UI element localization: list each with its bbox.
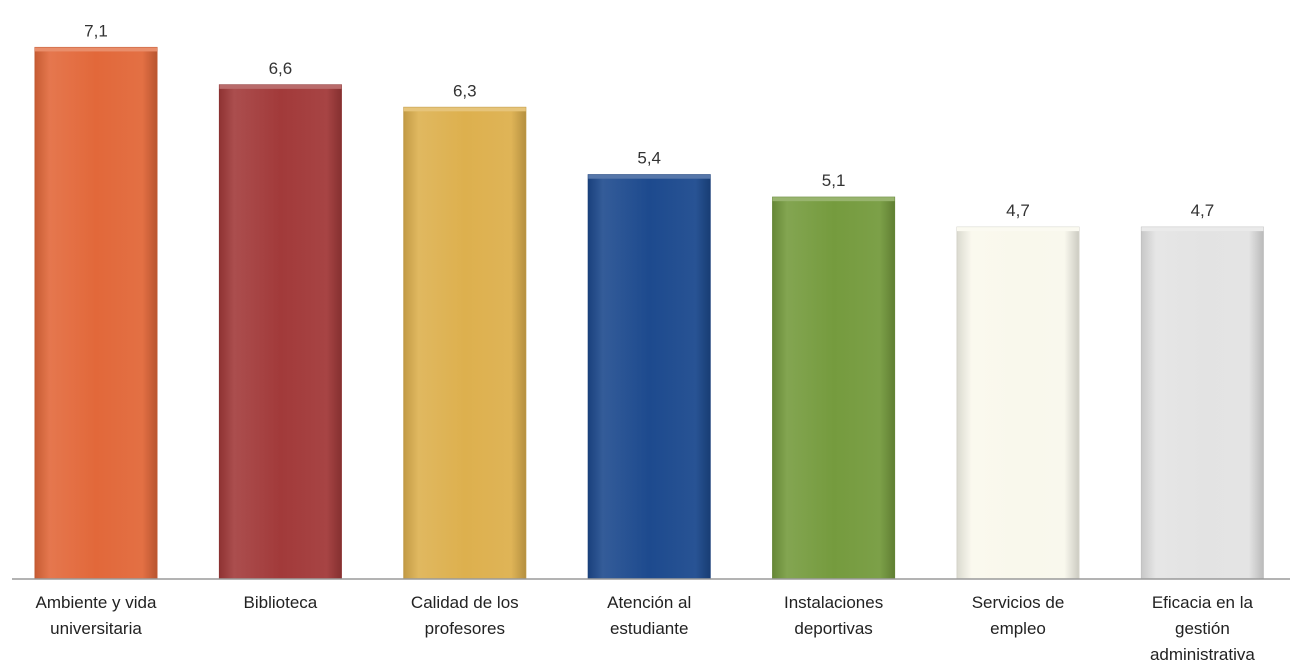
bar-6 [956, 226, 1080, 580]
bar-cap-5 [772, 197, 895, 202]
bar-cap-3 [403, 107, 526, 112]
bars-layer [34, 46, 1264, 580]
category-label-7: Eficacia en la gestión administrativa [1150, 593, 1255, 664]
bar-2 [218, 84, 342, 580]
category-label-3: Calidad de los profesores [411, 593, 519, 638]
category-label-6: Servicios de empleo [972, 593, 1065, 638]
bar-cap-6 [957, 227, 1079, 232]
bar-3 [403, 106, 527, 580]
category-label-2: Biblioteca [244, 593, 318, 612]
value-label-7: 4,7 [1191, 201, 1215, 220]
bar-cap-1 [35, 47, 157, 52]
bar-cap-4 [588, 174, 711, 179]
value-label-3: 6,3 [453, 81, 477, 100]
value-label-5: 5,1 [822, 171, 846, 190]
value-label-1: 7,1 [84, 21, 108, 40]
bar-cap-2 [219, 84, 342, 89]
category-labels-layer: Ambiente y vida universitaria Biblioteca Ca… [36, 593, 1256, 664]
value-label-6: 4,7 [1006, 201, 1030, 220]
value-label-2: 6,6 [269, 59, 293, 78]
bar-4 [587, 174, 711, 580]
bar-5 [772, 196, 896, 580]
value-labels-layer: 7,1 6,6 6,3 5,4 5,1 4,7 4,7 [84, 21, 1214, 220]
value-label-4: 5,4 [637, 149, 661, 168]
bar-7 [1140, 226, 1264, 580]
bar-cap-7 [1141, 227, 1264, 232]
category-label-5: Instalaciones deportivas [784, 593, 883, 638]
category-label-1: Ambiente y vida universitaria [36, 593, 157, 638]
category-label-4: Atención al estudiante [607, 593, 691, 638]
bar-1 [34, 46, 158, 580]
